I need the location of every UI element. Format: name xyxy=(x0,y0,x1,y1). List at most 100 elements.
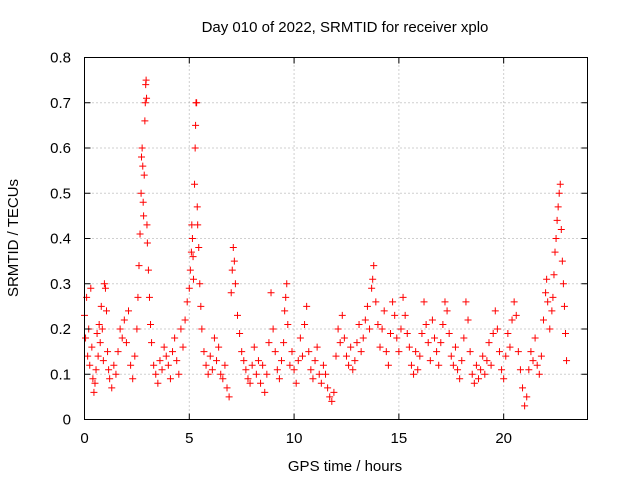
data-point xyxy=(439,320,447,328)
data-point xyxy=(185,284,193,292)
data-point xyxy=(347,343,355,351)
data-point xyxy=(92,366,100,374)
data-point xyxy=(514,348,522,356)
data-point xyxy=(108,384,116,392)
data-point xyxy=(225,393,233,401)
data-point xyxy=(410,370,418,378)
data-point xyxy=(315,370,323,378)
data-point xyxy=(301,320,309,328)
data-point xyxy=(493,325,501,333)
data-point xyxy=(195,244,203,252)
data-point xyxy=(198,325,206,333)
data-point xyxy=(393,334,401,342)
data-point xyxy=(171,334,179,342)
data-point xyxy=(368,284,376,292)
data-point xyxy=(449,361,457,369)
axis-ticks xyxy=(84,57,588,420)
data-point xyxy=(542,289,550,297)
data-point xyxy=(188,235,196,242)
data-point xyxy=(138,144,146,152)
data-point xyxy=(200,348,208,356)
data-point xyxy=(230,257,238,265)
x-axis-tick-labels: 0 5 10 15 20 xyxy=(80,430,512,447)
data-point xyxy=(491,307,499,315)
data-point xyxy=(447,352,455,360)
data-point xyxy=(125,307,133,315)
data-point xyxy=(519,384,527,392)
data-point xyxy=(535,370,543,378)
data-point xyxy=(229,244,237,252)
data-point xyxy=(389,298,397,306)
data-point xyxy=(141,99,149,107)
data-point xyxy=(138,153,146,161)
data-point xyxy=(550,271,558,279)
data-point xyxy=(451,343,459,351)
data-point xyxy=(192,121,200,129)
data-point xyxy=(242,366,250,374)
data-point xyxy=(147,320,155,328)
data-point xyxy=(334,325,342,333)
data-point xyxy=(523,393,531,401)
data-point xyxy=(110,361,118,369)
data-point xyxy=(148,339,156,347)
data-point xyxy=(145,293,153,301)
data-point xyxy=(384,361,392,369)
data-point xyxy=(248,361,256,369)
data-point xyxy=(537,352,545,360)
data-point xyxy=(197,302,205,310)
data-point xyxy=(160,343,168,351)
data-point xyxy=(84,352,92,360)
data-point xyxy=(345,361,353,369)
data-point xyxy=(559,280,567,288)
data-point xyxy=(164,361,172,369)
data-point xyxy=(284,320,292,328)
data-point xyxy=(554,203,562,211)
data-point xyxy=(173,357,181,365)
data-point xyxy=(441,298,449,306)
data-point xyxy=(372,298,380,306)
data-point xyxy=(556,180,564,188)
data-point xyxy=(100,280,108,288)
data-point xyxy=(86,361,94,369)
data-point xyxy=(313,343,321,351)
y-tick-label: 0.1 xyxy=(50,366,71,383)
data-point xyxy=(477,366,485,374)
data-point xyxy=(426,357,434,365)
data-point xyxy=(395,348,403,356)
data-point xyxy=(140,212,148,220)
data-point xyxy=(105,366,113,374)
data-point xyxy=(443,307,451,315)
data-point xyxy=(202,361,210,369)
data-point xyxy=(376,343,384,351)
data-point xyxy=(288,348,296,356)
data-point xyxy=(485,339,493,347)
data-point xyxy=(437,339,445,347)
data-point xyxy=(416,352,424,360)
data-point xyxy=(191,180,199,188)
data-point xyxy=(254,357,262,365)
data-point xyxy=(96,339,104,347)
data-point xyxy=(414,366,422,374)
data-point xyxy=(464,316,472,324)
data-point xyxy=(527,348,535,356)
data-point xyxy=(475,375,483,383)
data-point xyxy=(319,361,327,369)
data-point xyxy=(336,339,344,347)
data-point xyxy=(510,298,518,306)
data-point xyxy=(548,307,556,315)
data-point xyxy=(380,307,388,315)
data-point xyxy=(353,339,361,347)
data-point xyxy=(140,171,148,179)
chart-title: Day 010 of 2022, SRMTID for receiver xpl… xyxy=(202,19,489,36)
data-point xyxy=(551,248,559,256)
data-point xyxy=(460,334,468,342)
data-point xyxy=(407,361,415,369)
data-point xyxy=(144,266,152,274)
data-point xyxy=(219,375,227,383)
x-tick-label: 5 xyxy=(185,430,193,447)
y-tick-label: 0.4 xyxy=(50,231,71,248)
data-point xyxy=(91,379,99,387)
data-point xyxy=(89,375,97,383)
data-point xyxy=(271,348,279,356)
data-point xyxy=(139,198,147,206)
